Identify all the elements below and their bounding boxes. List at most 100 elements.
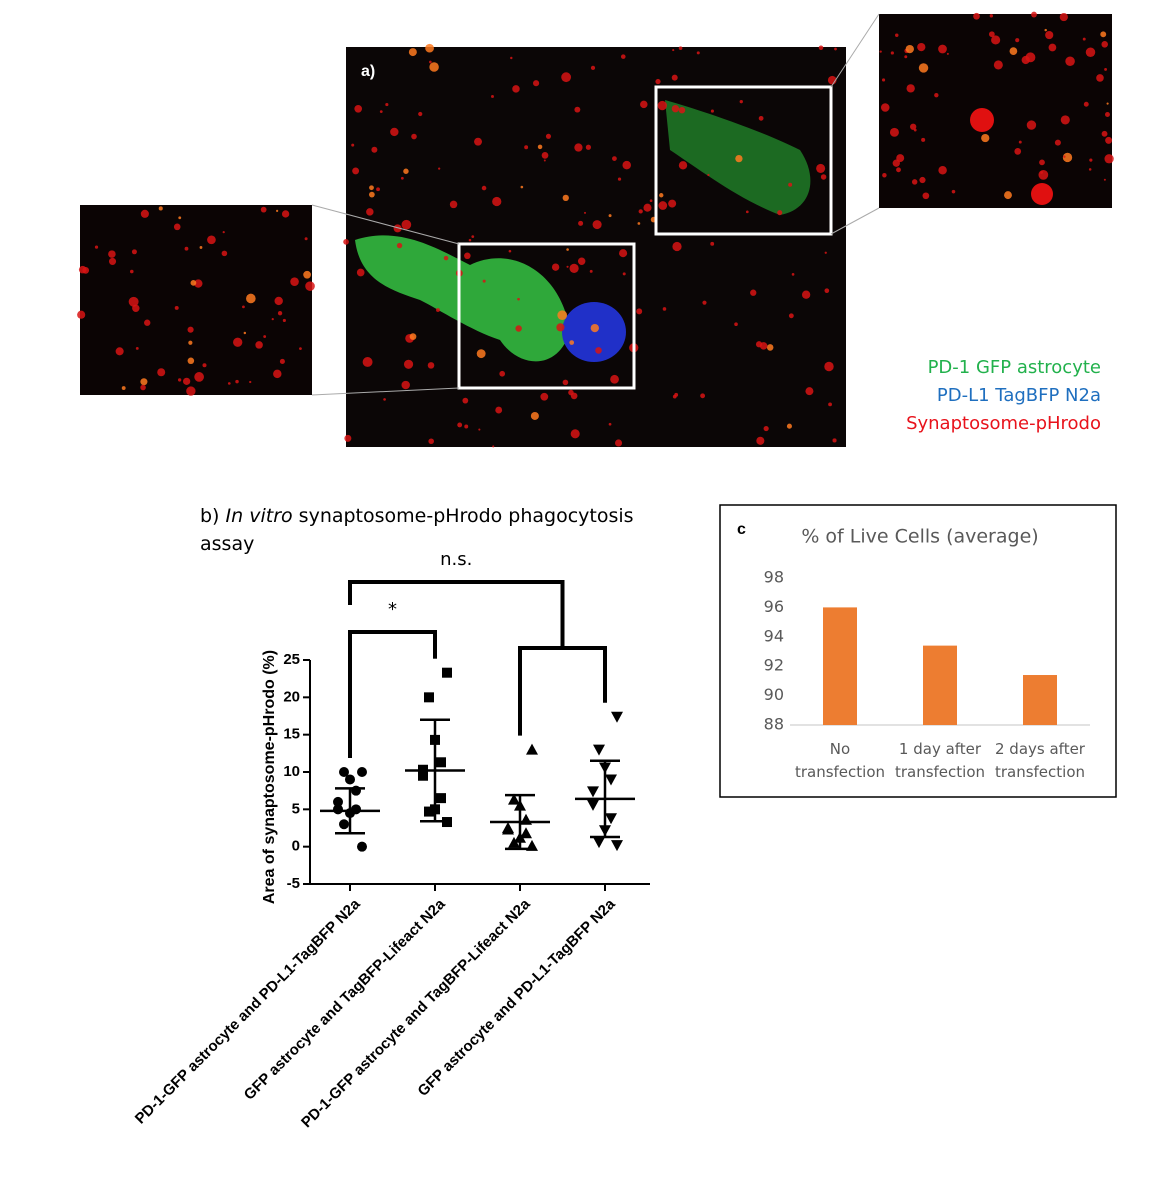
synaptosome-dot — [207, 235, 216, 245]
synaptosome-dot — [668, 199, 677, 208]
synaptosome-dot — [510, 56, 513, 60]
data-point — [333, 796, 343, 807]
synaptosome-dot — [671, 104, 680, 113]
synaptosome-dot — [816, 163, 826, 173]
synaptosome-dot — [569, 340, 575, 345]
synaptosome-dot — [759, 342, 768, 350]
synaptosome-dot — [890, 51, 894, 55]
synaptosome-dot — [824, 361, 834, 372]
synaptosome-dot — [429, 62, 439, 72]
synaptosome-dot — [158, 206, 163, 211]
synaptosome-dot — [710, 241, 715, 246]
synaptosome-dot — [438, 167, 441, 170]
synaptosome-dot — [590, 65, 596, 70]
synaptosome-dot — [614, 439, 623, 447]
synaptosome-dot — [243, 331, 247, 335]
synaptosome-dot — [512, 85, 520, 93]
synaptosome-dot — [766, 344, 774, 351]
synaptosome-dot — [758, 115, 764, 121]
synaptosome-dot — [880, 103, 890, 112]
synaptosome-dot — [376, 187, 380, 192]
synaptosome-dot — [989, 14, 994, 18]
synaptosome-dot — [299, 347, 302, 351]
synaptosome-dot — [184, 246, 189, 251]
synaptosome-dot — [530, 411, 539, 420]
y-tick-label: 5 — [292, 800, 300, 817]
synaptosome-dot — [905, 44, 914, 54]
synaptosome-dot — [1105, 112, 1110, 117]
synaptosome-dot — [805, 387, 814, 396]
synaptosome-dot — [303, 270, 312, 279]
synaptosome-dot — [403, 168, 409, 174]
significance-label: * — [388, 599, 397, 620]
data-point — [333, 804, 343, 815]
synaptosome-dot — [710, 109, 714, 113]
y-tick-label: 96 — [764, 597, 784, 616]
synaptosome-dot — [895, 33, 899, 37]
synaptosome-dot — [1031, 11, 1037, 18]
synaptosome-dot — [173, 223, 181, 231]
data-point — [508, 836, 520, 848]
synaptosome-dot — [429, 60, 432, 64]
synaptosome-dot — [569, 263, 579, 273]
synaptosome-dot — [144, 319, 151, 326]
synaptosome-dot — [177, 378, 182, 382]
synaptosome-dot — [199, 246, 203, 249]
synaptosome-dot — [896, 167, 901, 173]
synaptosome-dot — [255, 341, 263, 349]
synaptosome-dot — [464, 252, 471, 260]
synaptosome-dot — [222, 230, 225, 234]
synaptosome-dot — [970, 115, 976, 121]
microscopy-image — [77, 11, 1114, 448]
synaptosome-dot — [763, 425, 769, 432]
synaptosome-dot — [735, 154, 743, 163]
synaptosome-dot — [425, 43, 434, 53]
y-tick-label: -5 — [287, 875, 300, 892]
synaptosome-dot — [938, 166, 947, 175]
synaptosome-dot — [777, 210, 783, 216]
synaptosome-dot — [277, 311, 283, 316]
x-tick-label: 1 day after transfection — [894, 740, 986, 781]
synaptosome-dot — [881, 78, 886, 82]
synaptosome-dot — [263, 335, 267, 338]
legend-entry: PD-L1 TagBFP N2a — [937, 385, 1101, 406]
chart-title: b) In vitro synaptosome-pHrodo phagocyto… — [200, 502, 640, 558]
x-tick-label: No transfection — [794, 740, 886, 781]
y-axis-label: Area of synaptosome-pHrodo (%) — [261, 650, 278, 904]
synaptosome-dot — [910, 123, 917, 130]
synaptosome-dot — [750, 289, 757, 296]
synaptosome-dot — [889, 127, 899, 137]
synaptosome-dot — [369, 185, 374, 191]
synaptosome-dot — [366, 208, 374, 216]
synaptosome-dot — [788, 182, 793, 187]
synaptosome-dot — [492, 196, 502, 207]
synaptosome-dot — [590, 323, 599, 333]
synaptosome-dot — [1105, 136, 1113, 144]
synaptosome-dot — [131, 249, 137, 255]
synaptosome-dot — [672, 49, 675, 52]
synaptosome-dot — [589, 269, 593, 273]
synaptosome-dot — [471, 235, 475, 239]
synaptosome-dot — [194, 372, 204, 382]
synaptosome-dot — [620, 54, 626, 59]
synaptosome-dot — [1014, 148, 1022, 155]
data-point — [520, 827, 532, 839]
synaptosome-dot — [130, 269, 134, 274]
synaptosome-dot — [756, 436, 765, 445]
synaptosome-dot — [585, 144, 592, 150]
error-bar — [420, 718, 450, 823]
synaptosome-dot — [622, 272, 626, 276]
synaptosome-dot — [658, 201, 668, 210]
synaptosome-dot — [791, 273, 795, 276]
synaptosome-dot — [436, 308, 440, 312]
synaptosome-dot — [1065, 56, 1075, 66]
synaptosome-dot — [462, 397, 469, 404]
synaptosome-dot — [612, 156, 617, 161]
synaptosome-dot — [828, 402, 832, 407]
synaptosome-dot — [1059, 12, 1068, 22]
synaptosome-dot — [1044, 28, 1047, 32]
data-point — [593, 744, 605, 756]
synaptosome-dot — [242, 305, 245, 309]
y-tick-label: 15 — [283, 726, 300, 743]
